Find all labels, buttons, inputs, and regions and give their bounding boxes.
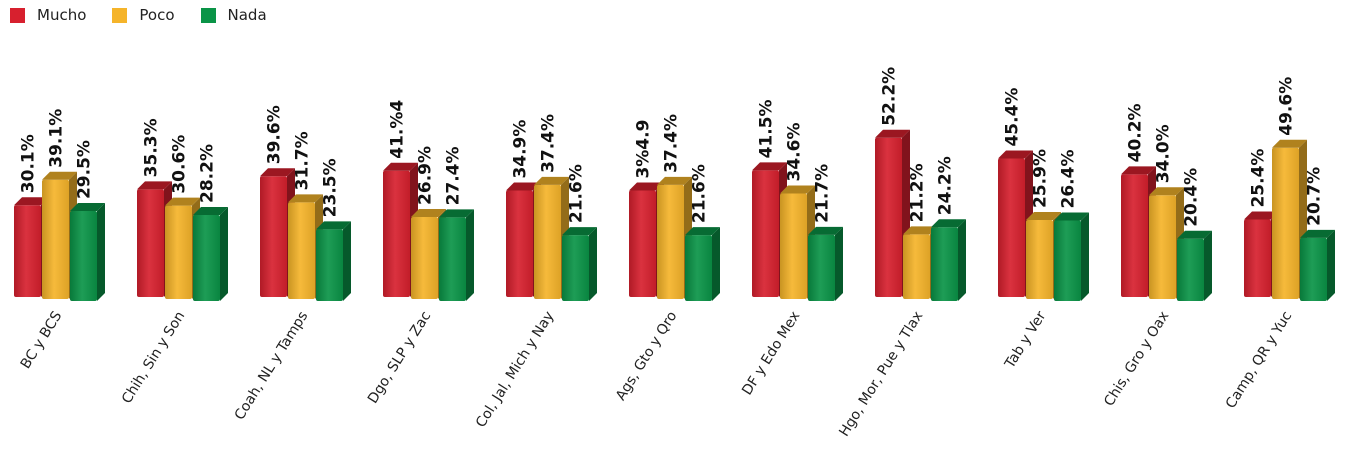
bar-group: 41.%4 26.9% 27.4% Dgo, SLP y Zac (365, 100, 474, 407)
bar-group: 41.5% 34.6% 21.7% DF y Edo Mex (739, 99, 843, 398)
data-label: 3%4.9 (634, 120, 654, 179)
data-label: 30.6% (170, 135, 190, 194)
data-label: 34.9% (511, 120, 531, 179)
data-label: 25.9% (1031, 149, 1051, 208)
data-label: 29.5% (75, 140, 95, 199)
bar-nada (70, 203, 105, 301)
bar-nada (685, 227, 720, 301)
bar-group: 40.2% 34.0% 20.4% Chis, Gro y Oax (1101, 103, 1212, 409)
legend-label-mucho: Mucho (37, 6, 87, 24)
data-label: 20.7% (1305, 167, 1325, 226)
category-label: BC y BCS (18, 309, 66, 372)
legend-item-poco: Poco (112, 6, 175, 24)
bar-group: 3%4.9 37.4% 21.6% Ags, Gto y Qro (613, 114, 720, 403)
bar-nada (1054, 212, 1089, 301)
category-label: Hgo, Mor, Pue y Tlax (836, 309, 926, 440)
bar-group: 34.9% 37.4% 21.6% Col, Jal, Mich y Nay (473, 114, 597, 431)
category-label: Col, Jal, Mich y Nay (473, 309, 557, 431)
bar-group: 25.4% 49.6% 20.7% Camp, QR y Yuc (1223, 77, 1335, 412)
bar-nada (193, 206, 228, 301)
data-label: 24.2% (936, 156, 956, 215)
data-label: 35.3% (142, 118, 162, 177)
data-label: 21.7% (813, 164, 833, 223)
legend-item-mucho: Mucho (10, 6, 86, 24)
bar-nada (562, 227, 597, 301)
bar-group: 30.1% 39.1% 29.5% BC y BCS (14, 109, 105, 372)
category-label: Camp, QR y Yuc (1223, 309, 1296, 412)
bar-nada (316, 221, 351, 301)
data-label: 41.%4 (388, 100, 408, 159)
bar-nada (931, 219, 966, 301)
category-label: Coah, NL y Tamps (232, 309, 312, 423)
legend-label-poco: Poco (139, 6, 175, 24)
category-label: Chis, Gro y Oax (1101, 309, 1172, 410)
data-label: 21.6% (567, 164, 587, 223)
data-label: 23.5% (321, 158, 341, 217)
category-label: Dgo, SLP y Zac (365, 309, 434, 407)
bar-nada (1177, 230, 1212, 301)
data-label: 34.0% (1154, 124, 1174, 183)
legend-swatch-mucho (10, 7, 25, 23)
bar-nada (439, 209, 474, 301)
bar-nada (808, 226, 843, 301)
data-label: 37.4% (662, 114, 682, 173)
data-label: 26.4% (1059, 149, 1079, 208)
data-label: 20.4% (1182, 168, 1202, 227)
data-label: 39.1% (47, 109, 67, 168)
bar-group: 35.3% 30.6% 28.2% Chih, Sin y Son (119, 118, 228, 407)
data-label: 37.4% (539, 114, 559, 173)
data-label: 40.2% (1126, 103, 1146, 162)
data-label: 26.9% (416, 146, 436, 205)
data-label: 27.4% (444, 146, 464, 205)
category-label: Ags, Gto y Qro (613, 309, 681, 404)
category-label: DF y Edo Mex (739, 309, 803, 398)
data-label: 28.2% (198, 144, 218, 203)
bar-group: 39.6% 31.7% 23.5% Coah, NL y Tamps (232, 105, 351, 423)
data-label: 39.6% (265, 105, 285, 164)
data-label: 30.1% (19, 134, 39, 193)
legend-swatch-nada (200, 7, 216, 23)
data-label: 21.6% (690, 164, 710, 223)
chart-legend: Mucho Poco Nada (10, 6, 293, 24)
data-label: 34.6% (785, 122, 805, 181)
data-label: 25.4% (1249, 149, 1269, 208)
data-label: 52.2% (880, 67, 900, 126)
category-label: Chih, Sin y Son (119, 309, 188, 407)
bar-group: 45.4% 25.9% 26.4% Tab y Ver (998, 88, 1089, 372)
legend-label-nada: Nada (227, 6, 267, 24)
data-label: 41.5% (757, 99, 777, 158)
bar-group: 52.2% 21.2% 24.2% Hgo, Mor, Pue y Tlax (836, 67, 966, 440)
category-label: Tab y Ver (1002, 308, 1050, 372)
legend-item-nada: Nada (200, 6, 267, 24)
data-label: 45.4% (1003, 88, 1023, 147)
data-label: 21.2% (908, 163, 928, 222)
data-label: 49.6% (1277, 77, 1297, 136)
data-label: 31.7% (293, 131, 313, 190)
legend-swatch-poco (112, 7, 128, 23)
bar-nada (1300, 229, 1335, 301)
